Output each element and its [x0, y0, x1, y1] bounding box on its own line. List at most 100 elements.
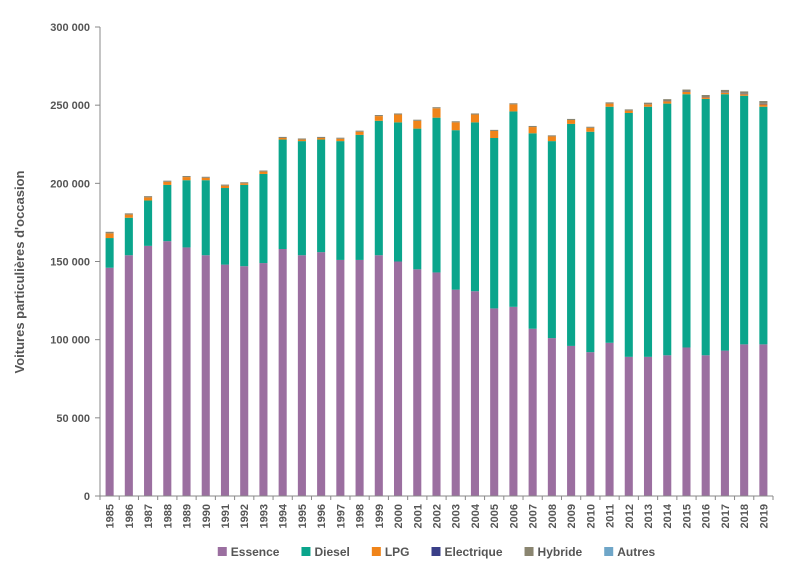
bar-segment-lpg-2006: [509, 104, 518, 112]
bar-segment-hybride-2004: [470, 113, 479, 115]
bar-segment-lpg-2010: [586, 127, 595, 132]
x-tick-label: 1992: [239, 504, 251, 528]
bar-segment-diesel-1999: [374, 120, 383, 256]
y-tick-label: 200 000: [50, 178, 90, 190]
legend-swatch-electrique: [431, 547, 441, 556]
x-tick-label: 1994: [278, 503, 290, 528]
x-tick-label: 2018: [739, 504, 751, 528]
x-tick-label: 2008: [547, 504, 559, 528]
bar-segment-hybride-2019: [759, 101, 768, 104]
bar-segment-lpg-2014: [663, 101, 672, 104]
bar-segment-essence-2017: [720, 350, 729, 496]
bar-segment-hybride-1993: [259, 170, 268, 172]
bar-segment-hybride-2000: [394, 113, 403, 115]
bar-segment-diesel-2014: [663, 103, 672, 356]
bar-segment-hybride-2005: [490, 129, 499, 131]
bar-segment-essence-2018: [740, 344, 749, 496]
x-tick-label: 1985: [105, 504, 117, 528]
bar-segment-lpg-1989: [182, 177, 191, 181]
bar-segment-diesel-1998: [355, 134, 364, 260]
x-tick-label: 1993: [258, 504, 270, 528]
bar-segment-hybride-2001: [413, 119, 422, 121]
bar-segment-essence-2019: [759, 344, 768, 496]
bar-segment-lpg-1986: [124, 214, 133, 218]
x-tick-label: 2013: [643, 504, 655, 528]
bar-segment-lpg-2012: [624, 110, 633, 113]
x-tick-label: 2016: [701, 504, 713, 528]
x-tick-label: 2011: [605, 504, 617, 528]
bar-segment-diesel-2016: [701, 98, 710, 356]
bar-segment-essence-2007: [528, 328, 537, 496]
bar-segment-essence-2002: [432, 272, 441, 496]
bar-segment-lpg-1990: [201, 177, 210, 181]
legend-label-hybride: Hybride: [538, 545, 583, 559]
bar-segment-lpg-1993: [259, 171, 268, 174]
bar-segment-essence-1998: [355, 259, 364, 496]
x-tick-label: 2002: [432, 504, 444, 528]
bar-segment-lpg-1991: [220, 185, 230, 189]
x-tick-label: 1987: [143, 504, 155, 528]
bar-segment-hybride-1987: [144, 196, 153, 198]
bar-segment-hybride-1990: [201, 176, 210, 178]
x-tick-label: 2006: [508, 504, 520, 528]
bar-segment-essence-2005: [490, 308, 499, 496]
bar-segment-diesel-1994: [278, 139, 287, 249]
bar-segment-lpg-1985: [105, 233, 114, 239]
bar-segment-hybride-2014: [663, 99, 672, 102]
bar-segment-diesel-1997: [336, 141, 345, 260]
bar-segment-diesel-1985: [105, 238, 114, 268]
legend-swatch-autres: [604, 547, 614, 556]
bar-segment-hybride-1991: [220, 184, 230, 186]
bar-segment-hybride-1999: [374, 115, 383, 117]
bar-segment-diesel-2018: [740, 95, 749, 345]
bar-segment-lpg-2011: [605, 103, 614, 107]
x-axis: 1985 1986 1987 1988 1989 1990 1991 1992 1993 1994…: [99, 495, 774, 528]
x-tick-label: 2015: [681, 504, 693, 528]
bar-segment-diesel-1991: [220, 188, 230, 265]
bar-segment-diesel-1992: [240, 184, 249, 267]
bar-segment-essence-1992: [240, 266, 249, 496]
bar-segment-essence-1994: [278, 248, 287, 496]
bar-segment-hybride-2008: [547, 135, 556, 137]
bar-segment-hybride-1988: [163, 180, 172, 182]
x-tick-label: 2004: [470, 503, 482, 528]
x-tick-label: 1999: [374, 504, 386, 528]
bar-segment-diesel-2006: [509, 111, 518, 307]
x-tick-label: 2001: [412, 504, 424, 528]
bar-segment-essence-1995: [297, 255, 306, 496]
x-tick-label: 1998: [355, 504, 367, 528]
bar-segment-diesel-2007: [528, 133, 537, 329]
bar-segment-essence-2006: [509, 306, 518, 496]
bar-segment-essence-1989: [182, 247, 191, 496]
bar-segment-diesel-2004: [470, 122, 479, 292]
bar-segment-essence-2013: [643, 356, 653, 496]
bar-segment-lpg-2003: [451, 122, 460, 131]
bar-segment-essence-2004: [470, 291, 479, 496]
x-tick-label: 1997: [335, 504, 347, 528]
bar-segment-lpg-2015: [682, 91, 691, 95]
bar-segment-diesel-2017: [720, 94, 729, 351]
bar-segment-hybride-2015: [682, 89, 691, 92]
x-tick-label: 2000: [393, 504, 405, 528]
legend-swatch-essence: [217, 547, 227, 556]
bar-segment-hybride-2018: [740, 91, 749, 94]
x-tick-label: 1991: [220, 504, 232, 528]
bar-segment-hybride-1998: [355, 130, 364, 132]
x-tick-label: 1996: [316, 504, 328, 528]
legend-swatch-lpg: [371, 547, 381, 556]
bar-segment-essence-1985: [105, 267, 114, 496]
bars: [105, 89, 768, 496]
bar-segment-diesel-2009: [567, 123, 576, 346]
bar-segment-diesel-2002: [432, 117, 441, 273]
bar-segment-lpg-1999: [374, 116, 383, 121]
x-tick-label: 2009: [566, 504, 578, 528]
bar-segment-essence-1986: [124, 255, 133, 496]
bar-segment-hybride-2002: [432, 107, 441, 109]
x-tick-label: 2003: [451, 504, 463, 528]
bar-segment-hybride-2007: [528, 125, 537, 128]
bar-segment-essence-2016: [701, 355, 710, 496]
legend-label-essence: Essence: [231, 545, 280, 559]
bar-segment-lpg-2017: [720, 92, 729, 95]
bar-segment-hybride-2006: [509, 103, 518, 105]
